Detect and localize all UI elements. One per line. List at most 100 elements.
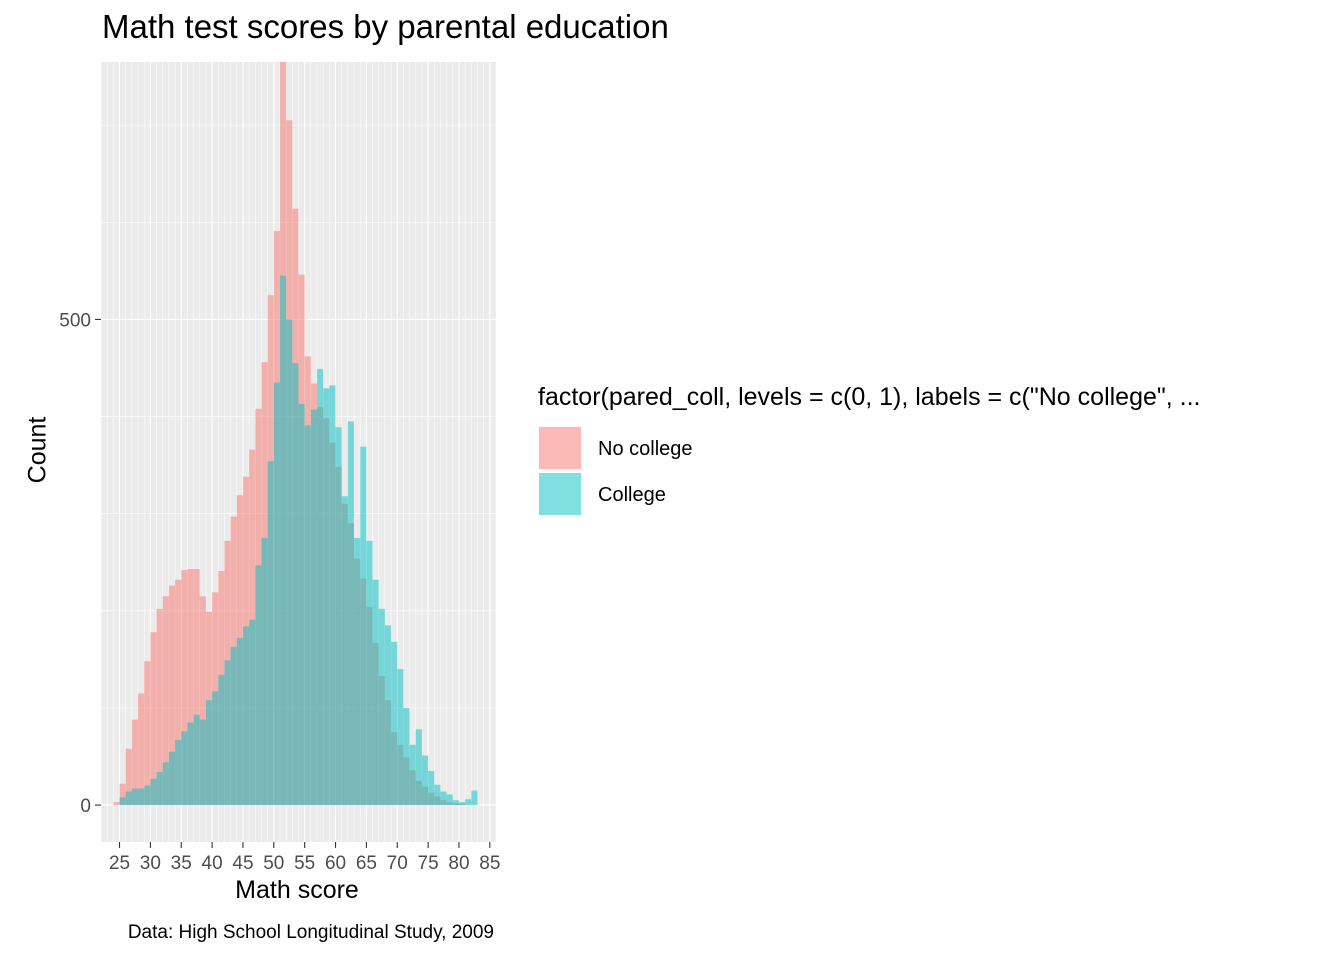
legend-label-no-college: No college	[598, 438, 693, 460]
y-tick-label: 0	[80, 796, 91, 817]
bar-college	[119, 797, 126, 806]
bar-college	[428, 771, 435, 806]
x-tick-label: 60	[325, 853, 346, 874]
bar-college	[187, 722, 194, 806]
legend-label-college: College	[598, 484, 666, 506]
bar-college	[360, 446, 367, 806]
bar-no-college	[199, 596, 206, 806]
bar-college	[273, 382, 280, 806]
bar-college	[391, 641, 398, 806]
bar-college	[242, 626, 250, 806]
bar-college	[205, 700, 213, 806]
bar-college	[199, 719, 206, 806]
bar-college	[212, 691, 219, 806]
x-tick-label: 75	[418, 853, 439, 874]
bar-college	[279, 275, 287, 806]
x-tick-label: 30	[140, 853, 161, 874]
bar-college	[138, 788, 145, 806]
bar-college	[341, 496, 348, 806]
bar-no-college	[131, 719, 139, 806]
bar-college	[230, 646, 237, 806]
x-tick-label: 25	[109, 853, 130, 874]
bar-college	[131, 788, 139, 806]
bar-college	[366, 540, 373, 806]
legend-swatch-college	[539, 473, 581, 515]
bar-college	[249, 619, 256, 806]
y-tick-label: 500	[59, 310, 91, 331]
x-axis-label: Math score	[235, 876, 359, 904]
x-tick-label: 70	[387, 853, 408, 874]
legend-title: factor(pared_coll, levels = c(0, 1), lab…	[538, 383, 1201, 411]
bar-no-college	[119, 783, 126, 806]
bar-no-college	[162, 596, 169, 806]
bar-college	[255, 565, 262, 806]
bar-college	[421, 755, 429, 806]
bar-college	[304, 425, 311, 806]
bar-college	[452, 800, 459, 806]
bar-college	[236, 638, 243, 806]
bar-college	[384, 625, 392, 806]
x-tick-label: 80	[448, 853, 469, 874]
x-tick-label: 45	[232, 853, 253, 874]
bar-college	[329, 385, 336, 806]
bar-no-college	[187, 569, 194, 806]
bar-college	[317, 368, 324, 806]
bar-college	[310, 409, 318, 806]
bar-college	[372, 579, 379, 806]
bar-no-college	[125, 748, 132, 806]
bar-college	[181, 731, 188, 806]
bar-no-college	[193, 569, 200, 806]
bar-college	[471, 790, 478, 806]
bar-college	[434, 784, 441, 806]
bar-no-college	[150, 632, 157, 806]
bar-college	[175, 740, 182, 806]
bar-college	[403, 707, 410, 806]
bar-no-college	[113, 802, 120, 806]
bar-no-college	[181, 570, 188, 806]
bar-college	[415, 729, 422, 806]
bar-college	[267, 461, 274, 806]
x-tick-label: 55	[294, 853, 315, 874]
bar-college	[261, 537, 268, 806]
legend-swatch-no-college	[539, 427, 581, 469]
bar-college	[286, 319, 293, 806]
bar-no-college	[156, 608, 163, 806]
x-tick-label: 35	[171, 853, 192, 874]
legend-key-no-college	[538, 426, 582, 470]
bar-college	[440, 791, 447, 806]
caption: Data: High School Longitudinal Study, 20…	[127, 922, 494, 943]
bar-college	[218, 674, 225, 806]
x-tick-label: 85	[479, 853, 500, 874]
x-tick-label: 40	[202, 853, 223, 874]
bar-college	[150, 778, 157, 806]
y-axis-label: Count	[23, 416, 52, 484]
bar-college	[347, 421, 355, 806]
chart-title: Math test scores by parental education	[102, 8, 669, 45]
bar-college	[168, 751, 176, 806]
bar-college	[378, 608, 385, 806]
bar-college	[144, 785, 151, 806]
bar-college	[446, 794, 453, 806]
bar-college	[465, 799, 472, 806]
bar-college	[397, 669, 404, 806]
bar-no-college	[144, 661, 151, 806]
bar-college	[409, 744, 416, 806]
bar-college	[156, 772, 163, 806]
x-tick-label: 50	[263, 853, 284, 874]
bar-no-college	[168, 585, 176, 806]
bar-college	[193, 714, 200, 806]
legend-key-college	[538, 472, 582, 516]
bar-college	[162, 762, 169, 806]
bar-college	[125, 791, 132, 806]
bar-college	[335, 427, 342, 806]
bar-college	[224, 660, 231, 806]
bar-college	[323, 388, 330, 806]
bar-college	[354, 537, 361, 806]
bar-college	[458, 802, 466, 806]
bar-college	[292, 363, 299, 806]
x-tick-label: 65	[356, 853, 377, 874]
bar-no-college	[138, 693, 145, 806]
bar-no-college	[175, 579, 182, 806]
